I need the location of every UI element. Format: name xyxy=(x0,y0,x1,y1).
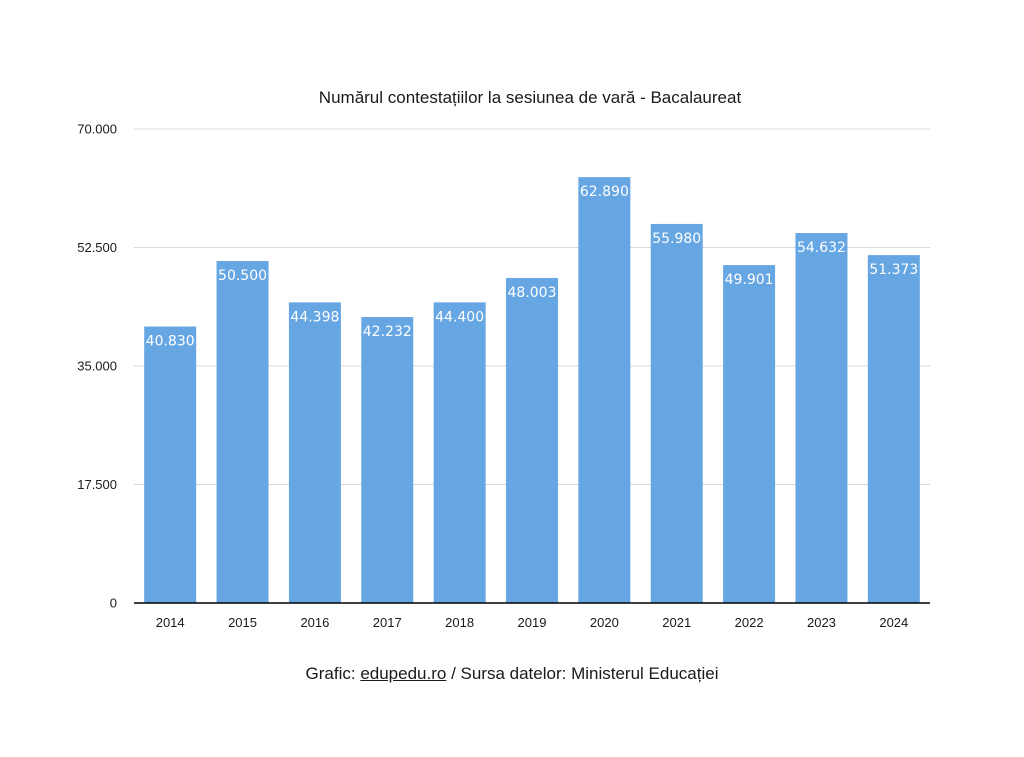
x-tick-label: 2019 xyxy=(518,615,547,630)
x-tick-label: 2014 xyxy=(156,615,185,630)
footer-prefix: Grafic: xyxy=(305,664,361,683)
bar-value-label: 49.901 xyxy=(725,272,774,288)
bar-2018 xyxy=(433,302,486,603)
y-tick-label: 17.500 xyxy=(77,477,117,492)
bar-2023 xyxy=(795,233,848,604)
bar-2019 xyxy=(506,277,558,603)
x-tick-label: 2022 xyxy=(735,615,764,630)
bar-2016 xyxy=(288,302,341,603)
chart-title: Numărul contestațiilor la sesiunea de va… xyxy=(319,88,742,107)
bars xyxy=(144,177,920,604)
x-tick-label: 2016 xyxy=(300,615,329,630)
y-tick-label: 35.000 xyxy=(77,359,117,374)
bar-value-label: 62.890 xyxy=(580,184,629,200)
bar-value-label: 48.003 xyxy=(508,285,557,301)
bar-2015 xyxy=(216,261,269,603)
bar-value-label: 44.398 xyxy=(290,309,339,325)
source-link[interactable]: edupedu.ro xyxy=(360,664,447,683)
bar-2021 xyxy=(650,223,703,603)
bar-2024 xyxy=(867,255,920,603)
bar-2022 xyxy=(723,265,776,603)
bar-value-label: 40.830 xyxy=(146,334,195,350)
bar-value-label: 50.500 xyxy=(218,268,267,284)
bar-value-label: 55.980 xyxy=(652,231,701,247)
x-tick-label: 2021 xyxy=(662,615,691,630)
x-tick-label: 2023 xyxy=(807,615,836,630)
y-axis-tick-labels: 0 17.500 35.000 52.500 70.000 xyxy=(77,122,117,611)
x-tick-label: 2015 xyxy=(228,615,257,630)
bar-value-labels: 40.830 50.500 44.398 42.232 44.400 48.003 62.8… xyxy=(146,184,919,349)
bar-value-label: 42.232 xyxy=(363,324,412,340)
footer-suffix: / Sursa datelor: Ministerul Educației xyxy=(446,664,719,683)
bar-2020 xyxy=(578,177,631,604)
bar-2014 xyxy=(144,326,197,603)
y-tick-label: 0 xyxy=(110,596,117,611)
bar-value-label: 51.373 xyxy=(869,262,918,278)
bar-value-label: 54.632 xyxy=(797,240,846,256)
bar-2017 xyxy=(361,317,414,603)
x-tick-label: 2020 xyxy=(590,615,619,630)
source-footer: Grafic: edupedu.ro / Sursa datelor: Mini… xyxy=(0,664,1024,684)
x-tick-label: 2018 xyxy=(445,615,474,630)
x-axis-tick-labels: 2014 2015 2016 2017 2018 2019 2020 2021 2022 2023… xyxy=(156,615,909,630)
y-tick-label: 70.000 xyxy=(77,122,117,137)
bar-value-label: 44.400 xyxy=(435,309,484,325)
x-tick-label: 2024 xyxy=(879,615,908,630)
y-tick-label: 52.500 xyxy=(77,240,117,255)
x-tick-label: 2017 xyxy=(373,615,402,630)
